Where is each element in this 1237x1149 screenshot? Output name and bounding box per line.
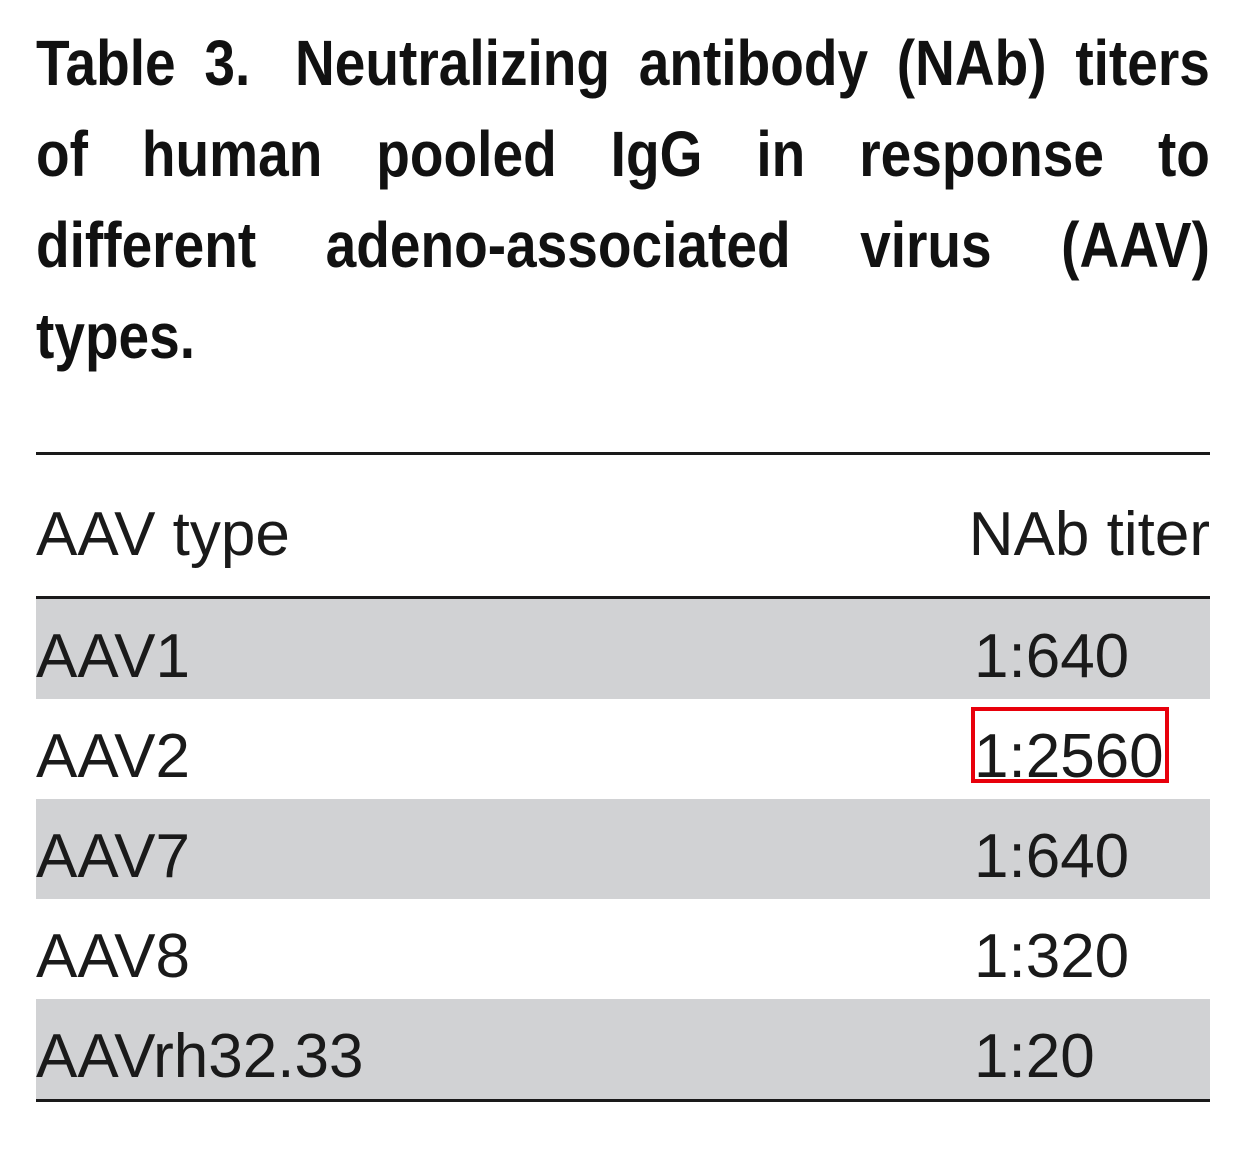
- cell-aav-type: AAV1: [36, 622, 190, 691]
- header-nab-titer: NAb titer: [968, 500, 1210, 569]
- table-label: Table 3.: [36, 27, 251, 99]
- table-caption: Table 3. Neutralizing antibody (NAb) tite…: [36, 18, 1210, 382]
- titer-table: AAV type NAb titer AAV1 1:640 AAV2 1:256…: [36, 452, 1210, 1102]
- table-row: AAV7 1:640: [36, 799, 1210, 899]
- table-row: AAV1 1:640: [36, 599, 1210, 699]
- table-bottom-rule: [36, 1099, 1210, 1102]
- header-aav-type: AAV type: [36, 500, 290, 569]
- table-top-rule: [36, 452, 1210, 455]
- cell-nab-titer: 1:320: [974, 922, 1130, 991]
- highlight-box: [971, 707, 1169, 783]
- cell-nab-titer: 1:640: [974, 622, 1130, 691]
- table-row: AAV2 1:2560: [36, 699, 1210, 799]
- cell-nab-titer: 1:640: [974, 822, 1130, 891]
- cell-nab-titer: 1:20: [974, 1022, 1095, 1091]
- table-row: AAVrh32.33 1:20: [36, 999, 1210, 1099]
- cell-aav-type: AAV8: [36, 922, 190, 991]
- cell-aav-type: AAVrh32.33: [36, 1022, 364, 1091]
- table-caption-text: Neutralizing antibody (NAb) titers of hu…: [36, 27, 1210, 372]
- cell-aav-type: AAV2: [36, 722, 190, 791]
- cell-aav-type: AAV7: [36, 822, 190, 891]
- table-row: AAV8 1:320: [36, 899, 1210, 999]
- table-header-row: AAV type NAb titer: [36, 455, 1210, 599]
